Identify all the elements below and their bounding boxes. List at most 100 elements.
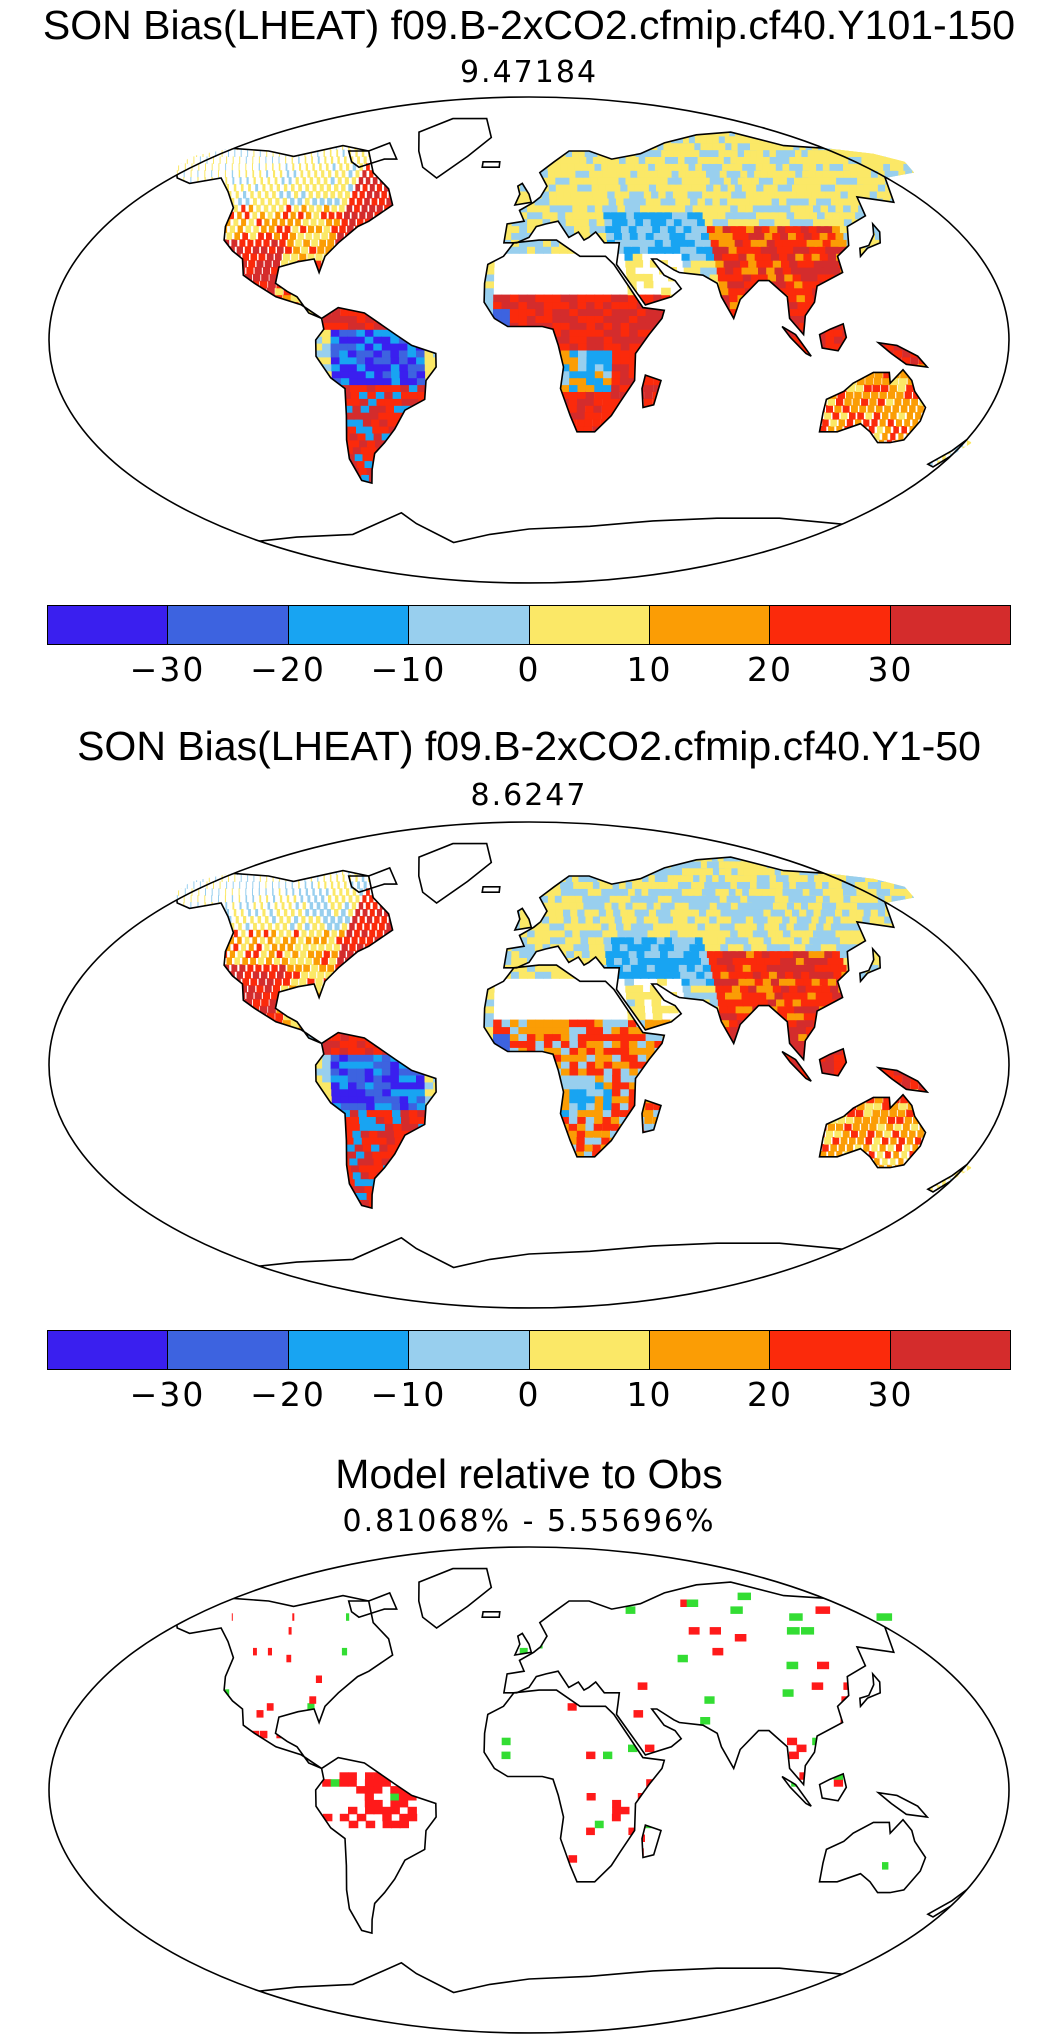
grid-cell [241, 218, 247, 227]
grid-cell [414, 474, 424, 482]
grid-cell [142, 260, 148, 268]
grid-cell [463, 239, 472, 247]
grid-cell [623, 481, 630, 484]
grid-cell [603, 149, 614, 157]
grid-cell [120, 226, 124, 234]
grid-cell [714, 336, 724, 344]
grid-cell [219, 336, 229, 344]
grid-cell [504, 474, 513, 482]
grid-cell [663, 329, 673, 337]
grid-cell [145, 405, 156, 413]
grid-cell [680, 349, 690, 358]
grid-cell [90, 267, 96, 275]
grid-cell [218, 474, 231, 482]
grid-cell [169, 184, 170, 192]
grid-cell [503, 218, 512, 227]
grid-cell [341, 495, 352, 503]
grid-cell [229, 363, 239, 372]
grid-cell [764, 495, 767, 503]
grid-cell [386, 412, 397, 420]
grid-cell [359, 191, 365, 199]
grid-cell [261, 142, 263, 151]
grid-cell [161, 212, 165, 220]
grid-cell [366, 142, 369, 151]
grid-cell [677, 184, 689, 192]
grid-cell [250, 191, 254, 199]
grid-cell [118, 281, 125, 289]
grid-cell [444, 149, 450, 157]
grid-cell [476, 149, 483, 157]
grid-cell [743, 439, 750, 448]
grid-cell [493, 294, 503, 303]
grid-cell [756, 211, 768, 220]
grid-cell [310, 405, 322, 413]
grid-cell [141, 288, 148, 296]
grid-cell [66, 288, 73, 296]
grid-cell [660, 197, 671, 206]
grid-cell [373, 432, 384, 441]
grid-cell [333, 460, 345, 468]
grid-cell [731, 363, 740, 372]
grid-cell [259, 149, 261, 157]
grid-cell [690, 260, 701, 268]
grid-cell [365, 246, 373, 254]
grid-cell [648, 432, 656, 441]
grid-cell [510, 246, 520, 254]
grid-cell [570, 142, 579, 151]
grid-cell [763, 211, 775, 220]
grid-cell [407, 315, 417, 323]
grid-cell [481, 474, 491, 482]
grid-cell [469, 132, 475, 137]
grid-cell [646, 349, 656, 358]
grid-cell [213, 308, 222, 316]
grid-cell [219, 343, 229, 351]
grid-cell [654, 343, 664, 351]
grid-cell [654, 336, 664, 344]
grid-cell [124, 288, 131, 296]
grid-cell [574, 446, 583, 455]
grid-cell [234, 446, 246, 455]
grid-cell [779, 426, 786, 434]
grid-cell [573, 156, 582, 164]
grid-cell [709, 191, 721, 199]
grid-cell [345, 122, 346, 130]
grid-cell [526, 370, 536, 379]
grid-cell [345, 267, 354, 275]
grid-cell [127, 364, 137, 372]
grid-cell [416, 356, 426, 365]
grid-cell [199, 391, 210, 399]
grid-cell [385, 115, 386, 123]
grid-cell [538, 115, 545, 123]
grid-cell [782, 349, 792, 358]
grid-cell [176, 336, 178, 344]
grid-cell [408, 197, 415, 206]
grid-cell [435, 405, 445, 413]
grid-cell [420, 260, 429, 268]
grid-cell [220, 322, 230, 330]
grid-cell [285, 163, 288, 171]
grid-cell [459, 474, 469, 482]
grid-cell [675, 453, 683, 462]
grid-cell [341, 481, 353, 484]
grid-cell [407, 135, 411, 144]
grid-cell [273, 122, 274, 130]
grid-cell [454, 432, 464, 441]
grid-cell [256, 218, 262, 227]
grid-cell [221, 412, 233, 420]
grid-cell [745, 191, 758, 199]
grid-cell [485, 280, 494, 289]
grid-cell [416, 232, 424, 240]
grid-cell [130, 212, 133, 220]
grid-cell [659, 412, 667, 420]
grid-cell [660, 115, 672, 123]
grid-cell [213, 467, 227, 475]
grid-cell [263, 315, 272, 323]
grid-cell [399, 329, 409, 337]
grid-cell [356, 363, 367, 372]
grid-cell [237, 211, 242, 220]
grid-cell [699, 419, 707, 427]
grid-cell [756, 315, 766, 323]
grid-cell [693, 149, 705, 157]
grid-cell [736, 246, 748, 254]
grid-cell [566, 225, 576, 233]
